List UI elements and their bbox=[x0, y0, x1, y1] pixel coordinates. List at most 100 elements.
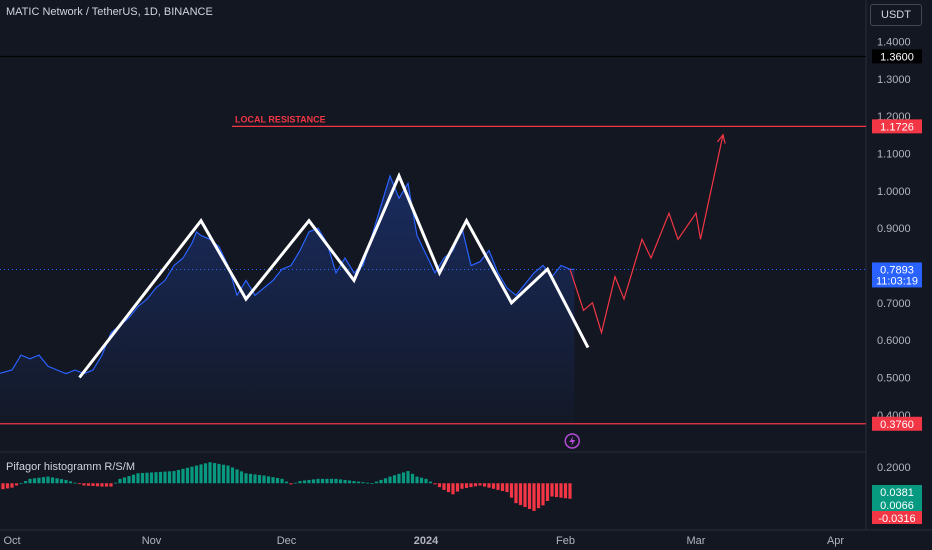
indicator-y-tick-label: 0.2000 bbox=[877, 462, 911, 474]
histogram-bar bbox=[190, 466, 194, 484]
histogram-bar bbox=[118, 478, 122, 484]
histogram-bar bbox=[410, 473, 415, 484]
histogram-bar bbox=[536, 483, 541, 509]
histogram-bar bbox=[487, 483, 491, 488]
histogram-bar bbox=[473, 483, 478, 487]
histogram-bar bbox=[95, 483, 100, 487]
x-tick-label: Dec bbox=[277, 535, 297, 547]
histogram-bar bbox=[46, 476, 50, 484]
resistance-price-badge bbox=[872, 119, 922, 134]
resistance-price-label: 1.1726 bbox=[880, 121, 914, 133]
support-price-label: 0.3760 bbox=[880, 419, 914, 431]
histogram-bar bbox=[316, 478, 320, 484]
x-tick-label: Feb bbox=[556, 535, 575, 547]
histogram-bar bbox=[86, 483, 91, 486]
histogram-bar bbox=[541, 483, 545, 506]
x-tick-label: Apr bbox=[827, 535, 844, 547]
histogram-bar bbox=[145, 472, 149, 484]
indicator-value-label: 0.0066 bbox=[880, 500, 914, 512]
histogram-bar bbox=[136, 473, 140, 484]
histogram-bar bbox=[338, 479, 343, 484]
histogram-bar bbox=[37, 477, 41, 484]
histogram-bar bbox=[460, 483, 464, 489]
current-price-badge bbox=[872, 262, 922, 288]
x-tick-label: 2024 bbox=[414, 535, 439, 547]
histogram-bar bbox=[532, 483, 536, 511]
histogram-bar bbox=[140, 473, 145, 484]
histogram-bar bbox=[307, 479, 311, 484]
histogram-bar bbox=[478, 483, 482, 486]
histogram-bar bbox=[446, 483, 451, 493]
histogram-bar bbox=[91, 483, 95, 487]
y-tick-label: 1.1000 bbox=[877, 148, 911, 160]
histogram-bar bbox=[496, 483, 500, 490]
histogram-bar bbox=[10, 483, 14, 488]
histogram-bar bbox=[109, 483, 113, 487]
x-tick-label: Oct bbox=[3, 535, 20, 547]
histogram-bar bbox=[550, 483, 554, 497]
projection-path bbox=[569, 134, 724, 335]
histogram-bar bbox=[347, 480, 352, 484]
histogram-bar bbox=[230, 467, 235, 484]
histogram-bar bbox=[361, 482, 365, 484]
histogram-bar bbox=[298, 481, 302, 484]
histogram-bar bbox=[352, 481, 356, 484]
histogram-bar bbox=[365, 482, 370, 484]
histogram-bar bbox=[221, 464, 226, 484]
histogram-bar bbox=[73, 482, 77, 484]
histogram-bar bbox=[545, 483, 550, 501]
histogram-bar bbox=[127, 476, 131, 484]
x-tick-label: Nov bbox=[142, 535, 162, 547]
histogram-bar bbox=[437, 483, 442, 488]
histogram-bar bbox=[266, 476, 271, 484]
histogram-bar bbox=[469, 483, 473, 488]
indicator-value-badge bbox=[872, 511, 922, 524]
histogram-bar bbox=[527, 483, 532, 509]
histogram-bar bbox=[55, 478, 59, 484]
histogram-bar bbox=[343, 479, 347, 484]
histogram-bar bbox=[392, 475, 397, 484]
histogram-bar bbox=[374, 481, 379, 484]
histogram-bar bbox=[311, 479, 316, 484]
currency-button[interactable]: USDT bbox=[870, 4, 922, 26]
histogram-bar bbox=[325, 478, 329, 484]
histogram-bar bbox=[482, 483, 487, 487]
histogram-bar bbox=[68, 481, 73, 484]
indicator-title: Pifagor histogramm R/S/M bbox=[6, 461, 135, 473]
level-price-label: 1.3600 bbox=[880, 51, 914, 63]
histogram-bar bbox=[104, 483, 109, 487]
pattern-zigzag-line bbox=[78, 172, 590, 379]
histogram-bar bbox=[442, 483, 446, 490]
histogram-bar bbox=[302, 480, 307, 484]
y-tick-label: 0.7000 bbox=[877, 298, 911, 310]
histogram-bar bbox=[203, 463, 208, 484]
histogram-bar bbox=[289, 483, 293, 485]
histogram-bar bbox=[275, 477, 280, 484]
histogram-bar bbox=[41, 477, 46, 484]
histogram-bar bbox=[523, 483, 527, 508]
histogram-bar bbox=[464, 483, 469, 488]
histogram-bar bbox=[401, 472, 406, 484]
histogram-bar bbox=[370, 483, 374, 485]
histogram-bar bbox=[158, 471, 163, 484]
histogram-bar bbox=[257, 474, 262, 484]
y-tick-label: 1.4000 bbox=[877, 36, 911, 48]
histogram-bar bbox=[253, 474, 257, 484]
chart-title: MATIC Network / TetherUS, 1D, BINANCE bbox=[6, 6, 213, 18]
histogram-bar bbox=[505, 483, 509, 493]
histogram-bar bbox=[235, 469, 239, 484]
histogram-bar bbox=[244, 473, 248, 484]
histogram-bar bbox=[428, 481, 433, 484]
histogram-bar bbox=[397, 473, 401, 484]
histogram-bar bbox=[181, 468, 185, 484]
histogram-bar bbox=[334, 478, 338, 484]
histogram-bar bbox=[217, 463, 221, 484]
histogram-bar bbox=[5, 483, 10, 489]
lightning-icon[interactable] bbox=[564, 433, 580, 449]
projection-arrowhead bbox=[716, 133, 726, 144]
y-tick-label: 0.5000 bbox=[877, 372, 911, 384]
histogram-bar bbox=[329, 478, 334, 484]
price-line bbox=[0, 174, 575, 375]
histogram-bar bbox=[64, 479, 68, 484]
